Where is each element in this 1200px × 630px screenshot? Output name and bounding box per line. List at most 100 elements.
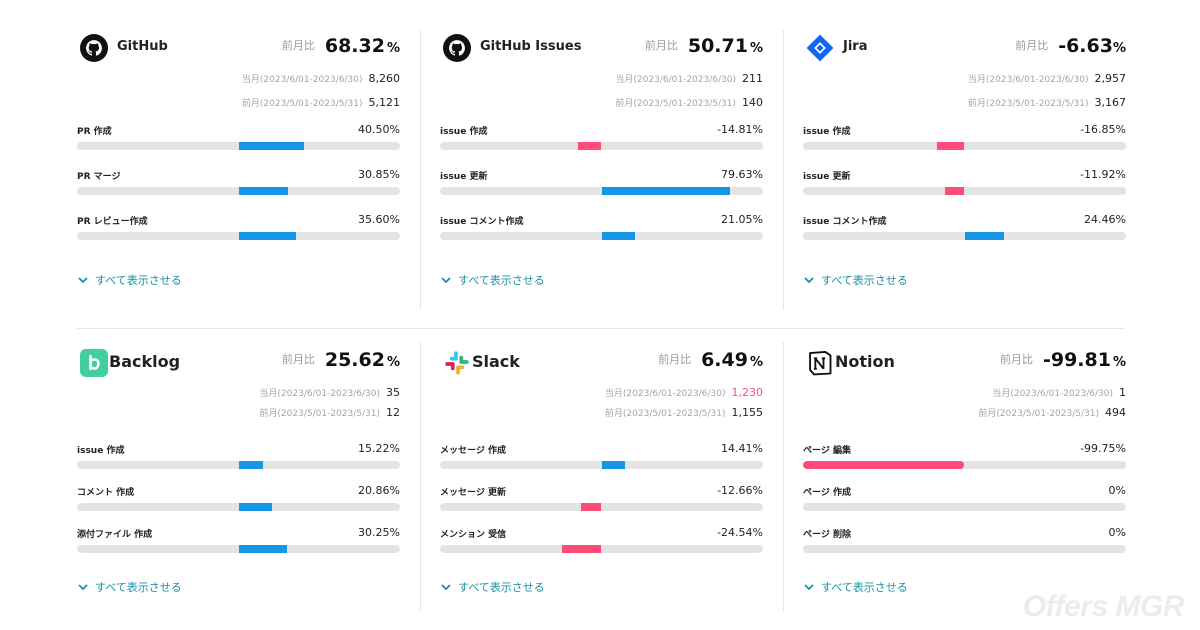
metric-value: 15.22%	[358, 442, 400, 455]
ratio-label: 前月比	[1015, 39, 1049, 52]
change-bar	[77, 461, 400, 469]
metric-value: -99.75%	[1080, 442, 1126, 455]
show-all-label: すべて表示させる	[95, 274, 182, 287]
show-all-link[interactable]: すべて表示させる	[803, 272, 908, 288]
month-over-month: 前月比 -6.63%	[1015, 35, 1126, 57]
previous-period: 前月(2023/5/01-2023/5/31) 5,121	[242, 91, 400, 110]
period-value: 8,260	[368, 72, 401, 85]
ratio-label: 前月比	[281, 39, 315, 52]
ratio-value: 68.32	[324, 35, 385, 57]
metric-row: ページ 作成 0%	[803, 484, 1126, 527]
service-card-github: GitHub 前月比 68.32% 当月(2023/6/01-2023/6/30)…	[77, 34, 400, 287]
service-card-github-issues: GitHub Issues 前月比 50.71% 当月(2023/6/01-202…	[440, 34, 763, 287]
show-all-link[interactable]: すべて表示させる	[77, 579, 182, 595]
metric-row: ページ 削除 0%	[803, 526, 1126, 569]
change-bar	[440, 187, 763, 195]
service-card-slack: Slack 前月比 6.49% 当月(2023/6/01-2023/6/30) 1,…	[440, 348, 764, 594]
service-name: GitHub Issues	[480, 39, 582, 54]
period-label: 前月(2023/5/01-2023/5/31)	[967, 99, 1089, 109]
change-bar	[803, 461, 1126, 469]
column-divider	[420, 342, 421, 612]
show-all-link[interactable]: すべて表示させる	[77, 272, 182, 288]
slack-icon	[443, 349, 469, 375]
metric-row: issue 作成 -16.85%	[803, 123, 1126, 169]
metric-label: メンション 受信	[440, 530, 507, 540]
metric-label: ページ 編集	[803, 446, 851, 456]
service-name: Backlog	[109, 352, 181, 371]
ratio-label: 前月比	[281, 353, 315, 366]
period-value: 140	[742, 96, 763, 109]
metric-label: issue 作成	[803, 127, 851, 137]
show-all-link[interactable]: すべて表示させる	[803, 579, 908, 595]
metric-value: -11.92%	[1080, 168, 1126, 181]
ratio-unit: %	[1112, 355, 1126, 370]
chevron-down-icon	[804, 277, 814, 284]
metric-label: PR レビュー作成	[77, 217, 148, 227]
metric-row: メッセージ 作成 14.41%	[440, 442, 763, 485]
show-all-label: すべて表示させる	[821, 581, 908, 594]
ratio-value: -6.63	[1058, 35, 1113, 57]
metric-value: 24.46%	[1084, 213, 1126, 226]
previous-period: 前月(2023/5/01-2023/5/31) 1,155	[605, 401, 763, 420]
chevron-down-icon	[804, 584, 814, 591]
change-bar	[803, 187, 1126, 195]
service-card-notion: Notion 前月比 -99.81% 当月(2023/6/01-2023/6/30…	[803, 348, 1126, 594]
show-all-link[interactable]: すべて表示させる	[440, 272, 545, 288]
metric-value: -14.81%	[717, 123, 763, 136]
ratio-unit: %	[1112, 41, 1126, 56]
column-divider	[783, 30, 784, 310]
period-label: 当月(2023/6/01-2023/6/30)	[967, 75, 1089, 85]
current-period: 当月(2023/6/01-2023/6/30) 2,957	[968, 67, 1126, 86]
jira-icon	[806, 34, 834, 62]
period-label: 前月(2023/5/01-2023/5/31)	[259, 409, 380, 419]
period-value: 12	[386, 406, 400, 419]
previous-period: 前月(2023/5/01-2023/5/31) 494	[978, 401, 1126, 420]
period-value: 3,167	[1094, 96, 1127, 109]
service-card-jira: Jira 前月比 -6.63% 当月(2023/6/01-2023/6/30) 2,…	[803, 34, 1126, 287]
change-bar-fill	[601, 232, 636, 240]
current-period: 当月(2023/6/01-2023/6/30) 8,260	[242, 67, 400, 86]
change-bar	[440, 142, 763, 150]
chevron-down-icon	[441, 277, 451, 284]
change-bar-fill	[561, 545, 602, 553]
metric-value: 14.41%	[721, 442, 763, 455]
metric-row: PR 作成 40.50%	[77, 123, 400, 169]
change-bar-fill	[945, 187, 965, 195]
metric-row: PR レビュー作成 35.60%	[77, 213, 400, 259]
chevron-down-icon	[78, 277, 88, 284]
metric-row: issue 更新 79.63%	[440, 168, 763, 214]
metric-label: ページ 削除	[803, 530, 851, 540]
change-bar	[77, 503, 400, 511]
metric-label: issue コメント作成	[440, 217, 524, 227]
metric-row: ページ 編集 -99.75%	[803, 442, 1126, 485]
change-bar	[77, 232, 400, 240]
ratio-label: 前月比	[658, 353, 692, 366]
change-bar	[77, 545, 400, 553]
chevron-down-icon	[78, 584, 88, 591]
period-value: 35	[386, 386, 400, 399]
change-bar-fill	[601, 187, 731, 195]
change-bar-fill	[803, 461, 965, 469]
period-label: 前月(2023/5/01-2023/5/31)	[615, 99, 736, 109]
metric-value: 35.60%	[358, 213, 400, 226]
change-bar-fill	[937, 142, 965, 150]
brand-logo: Offers MGR	[1022, 590, 1185, 623]
row-divider	[77, 328, 1125, 329]
previous-period: 前月(2023/5/01-2023/5/31) 3,167	[968, 91, 1126, 110]
metric-value: 79.63%	[721, 168, 763, 181]
current-period: 当月(2023/6/01-2023/6/30) 1	[992, 381, 1126, 400]
show-all-link[interactable]: すべて表示させる	[440, 579, 545, 595]
change-bar	[77, 142, 400, 150]
current-period: 当月(2023/6/01-2023/6/30) 35	[259, 381, 400, 400]
metric-row: 添付ファイル 作成 30.25%	[77, 526, 400, 569]
metric-row: PR マージ 30.85%	[77, 168, 400, 214]
change-bar-fill	[964, 232, 1004, 240]
column-divider	[783, 342, 784, 612]
ratio-value: 25.62	[324, 349, 385, 371]
show-all-label: すべて表示させる	[821, 274, 908, 287]
metric-label: issue 更新	[803, 172, 851, 182]
ratio-unit: %	[749, 41, 763, 56]
period-value: 1,230	[731, 386, 764, 399]
period-label: 前月(2023/5/01-2023/5/31)	[604, 409, 726, 419]
change-bar	[77, 187, 400, 195]
